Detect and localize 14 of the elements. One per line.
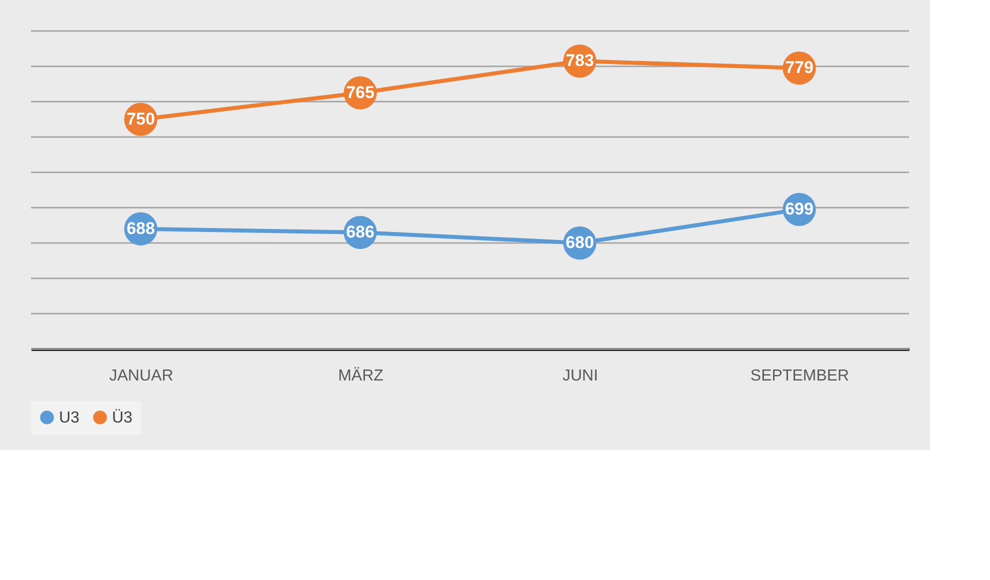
legend-label: Ü3 (112, 408, 133, 426)
data-label: 783 (566, 51, 594, 70)
data-label: 750 (126, 109, 155, 128)
data-label: 765 (346, 82, 374, 102)
x-tick-label: SEPTEMBER (750, 368, 850, 384)
data-label: 680 (566, 233, 594, 252)
data-label: 688 (126, 218, 155, 238)
x-tick-label: MÄRZ (338, 366, 384, 384)
legend-label: U3 (59, 409, 80, 426)
data-label: 699 (785, 199, 814, 218)
data-label: 686 (346, 222, 374, 242)
data-label: 779 (785, 58, 814, 78)
x-tick-label: JUNI (562, 368, 598, 384)
x-tick-label: JANUAR (109, 368, 174, 384)
